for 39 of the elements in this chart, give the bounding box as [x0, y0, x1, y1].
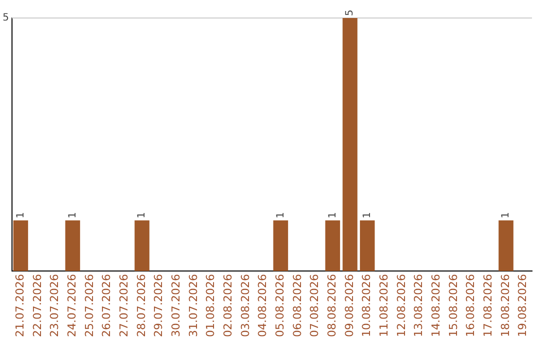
x-tick-label: 14.08.2026	[430, 274, 443, 338]
x-tick-label: 03.08.2026	[238, 274, 252, 338]
data-label: 1	[500, 212, 512, 218]
ref-line-label: 5	[2, 12, 9, 24]
data-label: 1	[15, 212, 26, 218]
x-tick-label: 07.08.2026	[308, 274, 322, 338]
x-tick-label: 15.08.2026	[446, 274, 460, 338]
x-tick-label: 08.08.2026	[326, 274, 339, 338]
x-tick-label: 04.08.2026	[256, 274, 270, 338]
x-tick-label: 11.08.2026	[378, 274, 391, 338]
x-tick-label: 29.07.2026	[152, 274, 166, 338]
x-tick-label: 22.07.2026	[30, 274, 44, 338]
data-label: 5	[344, 10, 356, 16]
x-tick-label: 10.08.2026	[360, 274, 374, 338]
x-tick-label: 25.07.2026	[82, 274, 96, 338]
x-tick-label: 31.07.2026	[186, 274, 200, 338]
x-tick-label: 13.08.2026	[412, 274, 426, 338]
x-tick-label: 09.08.2026	[342, 274, 356, 338]
x-tick-label: 26.07.2026	[100, 274, 114, 338]
x-tick-label: 16.08.2026	[464, 274, 478, 338]
x-tick-label: 23.07.2026	[48, 274, 62, 338]
x-tick-label: 06.08.2026	[290, 274, 304, 338]
x-tick-label: 12.08.2026	[394, 274, 408, 338]
data-label: 1	[67, 212, 78, 218]
x-tick-label: 24.07.2026	[66, 274, 79, 338]
data-label: 1	[136, 212, 148, 218]
x-tick-label: 17.08.2026	[482, 274, 495, 338]
x-tick-label: 19.08.2026	[516, 274, 530, 338]
x-tick-label: 27.07.2026	[118, 274, 131, 338]
x-tick-label: 30.07.2026	[170, 274, 183, 338]
x-tick-label: 02.08.2026	[222, 274, 235, 338]
data-label: 1	[327, 212, 338, 218]
x-tick-label: 21.07.2026	[14, 274, 27, 338]
data-label: 1	[362, 212, 373, 218]
x-tick-label: 18.08.2026	[498, 274, 512, 338]
x-tick-label: 05.08.2026	[274, 274, 287, 338]
data-label: 1	[275, 212, 286, 218]
x-tick-label: 28.07.2026	[134, 274, 148, 338]
x-tick-label: 01.08.2026	[204, 274, 218, 338]
